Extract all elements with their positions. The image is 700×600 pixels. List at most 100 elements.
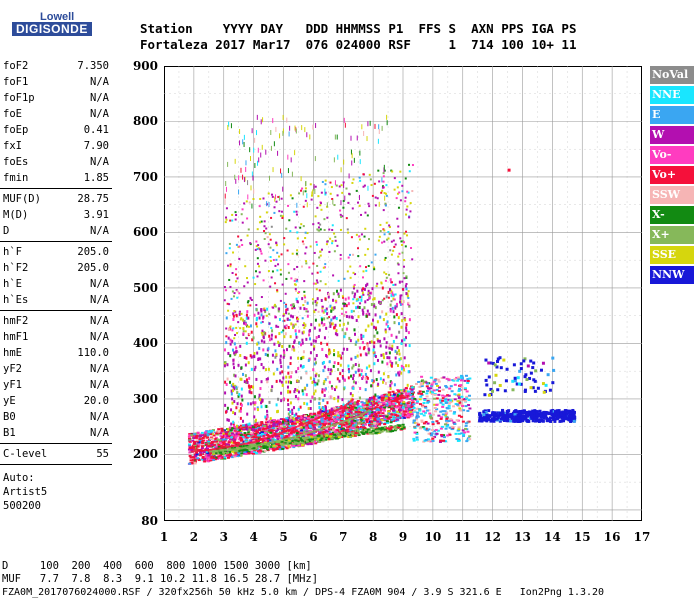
echo-mark	[387, 399, 391, 402]
echo-mark	[397, 231, 400, 234]
echo-mark	[289, 433, 293, 436]
echo-mark	[344, 429, 348, 432]
echo-mark	[366, 309, 369, 313]
echo-mark	[235, 313, 238, 316]
echo-mark	[397, 349, 400, 353]
echo-mark	[423, 399, 427, 402]
echo-mark	[255, 245, 258, 248]
echo-mark	[281, 447, 285, 450]
echo-mark	[236, 402, 239, 406]
echo-mark	[244, 453, 248, 456]
echo-mark	[367, 400, 371, 403]
echo-mark	[441, 403, 445, 406]
echo-mark	[353, 295, 356, 299]
echo-mark	[304, 236, 307, 239]
echo-mark	[398, 401, 402, 404]
echo-mark	[209, 458, 213, 461]
echo-mark	[354, 381, 357, 385]
echo-mark	[420, 420, 424, 423]
echo-mark	[345, 413, 349, 416]
echo-mark	[360, 369, 363, 373]
echo-mark	[362, 417, 366, 420]
echo-mark	[232, 385, 235, 389]
echo-mark	[320, 417, 324, 420]
echo-mark	[449, 401, 453, 404]
echo-mark	[228, 435, 232, 438]
echo-mark	[313, 423, 317, 426]
echo-mark	[222, 438, 226, 441]
echo-mark	[316, 281, 319, 284]
echo-mark	[433, 436, 437, 439]
echo-mark	[350, 408, 354, 411]
echo-mark	[342, 302, 345, 305]
echo-mark	[350, 420, 354, 423]
echo-mark	[353, 402, 357, 405]
echo-mark	[437, 393, 441, 396]
echo-mark	[263, 229, 266, 232]
echo-mark	[342, 403, 345, 407]
echo-mark	[385, 295, 388, 299]
echo-mark	[368, 294, 371, 297]
echo-mark	[299, 429, 303, 432]
echo-mark	[306, 310, 309, 313]
echo-mark	[335, 406, 339, 409]
echo-mark	[346, 406, 350, 409]
echo-mark	[381, 360, 384, 364]
echo-mark	[247, 228, 250, 231]
echo-mark	[299, 405, 302, 409]
echo-mark	[293, 420, 297, 423]
echo-mark	[465, 397, 469, 400]
echo-mark	[326, 240, 329, 243]
echo-mark	[192, 443, 196, 446]
echo-mark	[231, 456, 235, 459]
echo-mark	[342, 206, 345, 209]
echo-mark	[301, 331, 304, 335]
echo-mark	[408, 344, 411, 348]
echo-mark	[433, 406, 437, 409]
echo-mark	[253, 415, 256, 419]
echo-mark	[330, 186, 333, 189]
echo-mark	[224, 431, 228, 434]
echo-mark	[267, 367, 270, 371]
echo-mark	[449, 385, 453, 388]
echo-mark	[214, 445, 218, 448]
echo-mark	[237, 321, 240, 324]
echo-mark	[410, 392, 414, 395]
echo-mark	[327, 437, 331, 440]
echo-mark	[415, 400, 419, 403]
echo-mark	[319, 228, 322, 231]
param-separator	[0, 464, 112, 465]
echo-mark	[332, 274, 335, 277]
echo-mark	[319, 408, 322, 412]
echo-mark	[447, 398, 451, 401]
echo-mark	[274, 448, 278, 451]
echo-mark	[346, 347, 349, 351]
echo-mark	[286, 249, 289, 252]
echo-mark	[466, 409, 470, 412]
echo-mark	[450, 390, 454, 393]
echo-mark	[247, 431, 251, 434]
echo-mark	[405, 397, 409, 400]
echo-mark	[345, 422, 349, 425]
echo-mark	[246, 301, 249, 304]
echo-mark	[404, 415, 408, 418]
echo-mark	[323, 379, 326, 383]
echo-mark	[326, 401, 329, 405]
echo-mark	[390, 333, 393, 337]
echo-mark	[442, 376, 446, 379]
echo-mark	[429, 439, 433, 442]
echo-mark	[329, 428, 333, 431]
echo-mark	[374, 196, 377, 199]
param-name: MUF(D)	[3, 193, 41, 205]
echo-mark	[422, 380, 426, 383]
echo-mark	[457, 376, 461, 379]
echo-mark	[394, 293, 397, 296]
echo-mark	[293, 339, 296, 343]
param-row: C-level 55	[0, 446, 112, 462]
echo-mark	[343, 335, 346, 339]
echo-mark	[328, 316, 331, 319]
echo-mark	[356, 426, 360, 429]
echo-mark	[360, 431, 364, 434]
echo-mark	[210, 440, 214, 443]
echo-mark	[313, 434, 317, 437]
